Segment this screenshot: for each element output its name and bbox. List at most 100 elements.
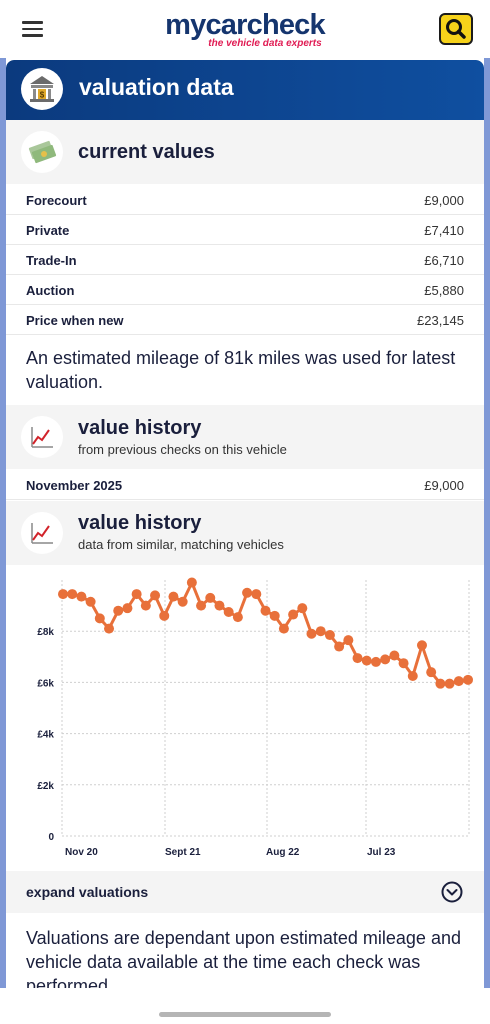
data-point [426,667,437,678]
value-amount: £6,710 [424,253,464,268]
y-tick-label: 0 [48,832,54,843]
logo-text: mycarcheck [165,9,325,41]
data-point [288,609,299,620]
data-point [205,592,216,603]
current-values-header: current values [6,120,484,184]
data-point [242,587,253,598]
data-point [416,640,427,651]
y-tick-label: £4k [37,730,54,741]
data-point [435,678,446,689]
data-point [453,676,464,687]
value-history-chart: 0 £2k £4k £6k £8k Nov 20 Sept 21 Aug 22 Jul 23 [37,577,473,858]
value-amount: £9,000 [424,193,464,208]
data-point [251,589,262,600]
value-row: Trade-In £6,710 [6,245,484,275]
data-point [352,653,363,664]
data-point [444,678,455,689]
data-point [131,589,142,600]
value-row: Price when new £23,145 [6,305,484,335]
data-point [306,628,317,639]
search-button[interactable] [439,13,473,45]
data-point [196,600,207,611]
valuation-card: $ valuation data current values Forecour… [6,60,484,988]
data-point [113,605,124,616]
expand-valuations-button[interactable]: expand valuations [6,871,484,913]
y-tick-label: £8k [37,627,54,638]
data-point [94,613,105,624]
y-tick-label: £6k [37,678,54,689]
data-point [389,650,400,661]
value-label: Trade-In [26,253,77,268]
expand-valuations-label: expand valuations [26,884,149,900]
data-point [343,635,354,646]
data-point [150,590,161,601]
history-date: November 2025 [26,478,123,493]
value-amount: £23,145 [417,313,464,328]
data-point [370,656,381,667]
value-label: Forecourt [26,193,87,208]
data-point [232,612,243,623]
x-tick-label: Sept 21 [165,847,201,858]
data-point [297,603,308,614]
data-point [315,626,326,637]
history-value: £9,000 [424,478,464,493]
data-point [122,603,133,614]
similar-history-subtitle: data from similar, matching vehicles [78,537,284,552]
logo[interactable]: mycarcheck the vehicle data experts [0,10,490,49]
data-point [168,591,179,602]
valuation-header: $ valuation data [6,60,484,120]
series-line [63,581,469,686]
current-values-title: current values [78,141,215,163]
valuation-title: valuation data [79,74,234,100]
data-point [85,596,96,607]
cash-icon [21,131,63,173]
page-rail-left [0,58,6,988]
chart-trend-icon [21,512,63,554]
data-point [223,607,234,617]
data-point [67,589,78,600]
data-point [140,600,151,611]
data-point [398,658,409,669]
value-row: Private £7,410 [6,215,484,245]
data-point [334,641,345,652]
value-row: Forecourt £9,000 [6,185,484,215]
data-point [361,655,372,666]
x-tick-label: Jul 23 [367,847,396,858]
data-point [380,654,391,665]
search-icon [446,19,466,39]
y-tick-label: £2k [37,781,54,792]
data-point [76,591,87,602]
data-point [324,630,335,641]
bank-icon: $ [21,68,63,110]
data-point [58,589,68,600]
svg-text:$: $ [40,91,45,100]
data-point [269,610,280,621]
data-point [177,596,188,607]
valuations-footnote: Valuations are dependant upon estimated … [26,928,461,988]
value-amount: £5,880 [424,283,464,298]
value-amount: £7,410 [424,223,464,238]
data-point [278,623,289,634]
menu-icon[interactable] [22,21,44,37]
top-bar: mycarcheck the vehicle data experts [0,0,490,58]
data-point [407,671,418,681]
history-row: November 2025 £9,000 [6,470,484,500]
data-point [214,600,225,611]
value-row: Auction £5,880 [6,275,484,305]
data-point [186,577,197,588]
data-point [463,674,473,685]
mileage-note: An estimated mileage of 81k miles was us… [26,348,456,392]
chevron-down-icon[interactable] [441,881,463,903]
value-history-title: value history [78,417,202,439]
value-label: Auction [26,283,75,298]
value-label: Price when new [26,313,124,328]
home-indicator[interactable] [159,1012,331,1017]
value-label: Private [26,223,70,238]
value-history-subtitle: from previous checks on this vehicle [78,442,287,457]
similar-history-title: value history [78,512,202,534]
data-point [104,623,115,634]
similar-history-header: value history data from similar, matchin… [6,501,484,565]
logo-tagline: the vehicle data experts [208,38,322,49]
page-rail-right [484,58,490,988]
chart-trend-icon [21,416,63,458]
